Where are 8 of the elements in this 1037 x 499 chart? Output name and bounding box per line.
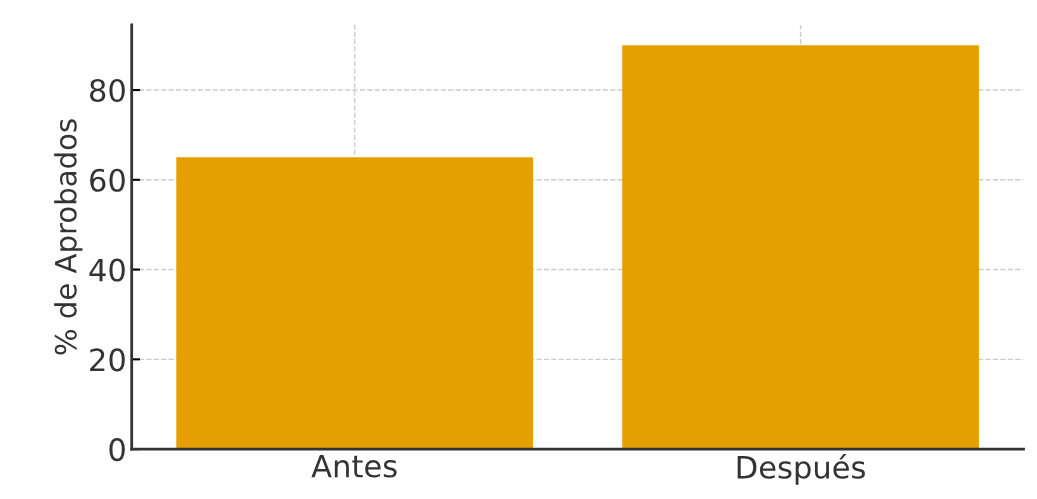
x-tick-label: Antes [311, 454, 397, 478]
y-tick-label: 20 [90, 348, 125, 372]
y-tick-label: 80 [90, 78, 125, 103]
y-tick-label: 40 [89, 258, 125, 282]
y-tick-label: 60 [90, 168, 125, 192]
x-tick-label: Después [737, 453, 865, 485]
y-axis-title: % de Aprobados [54, 119, 83, 355]
y-tick-label: 0 [109, 438, 125, 462]
